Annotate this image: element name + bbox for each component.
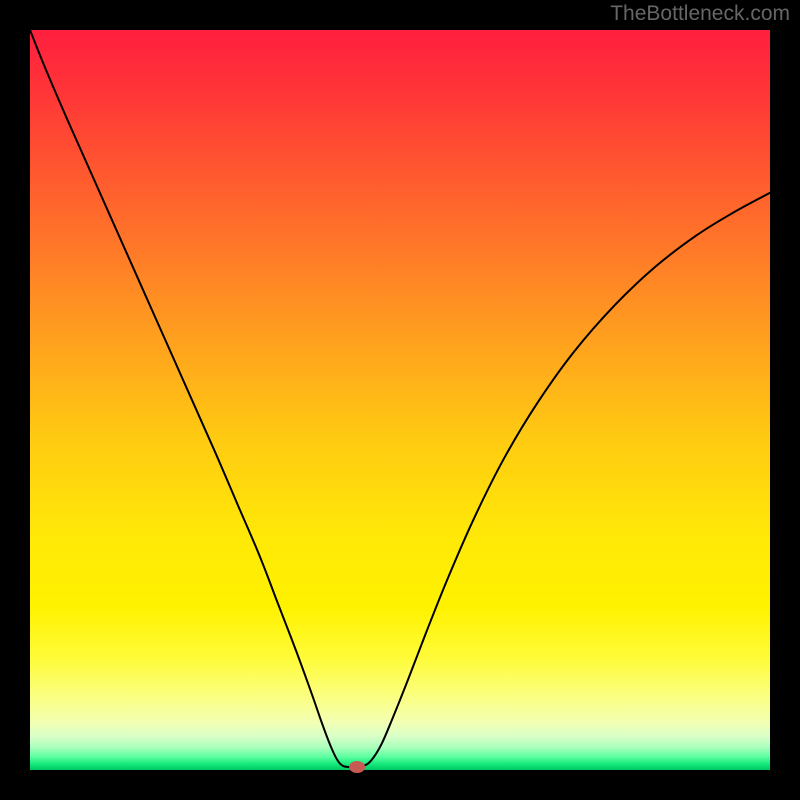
bottleneck-chart	[0, 0, 800, 800]
minimum-marker	[349, 761, 365, 773]
chart-container: { "meta": { "source_label": "TheBottlene…	[0, 0, 800, 800]
gradient-plot-area	[30, 30, 770, 770]
